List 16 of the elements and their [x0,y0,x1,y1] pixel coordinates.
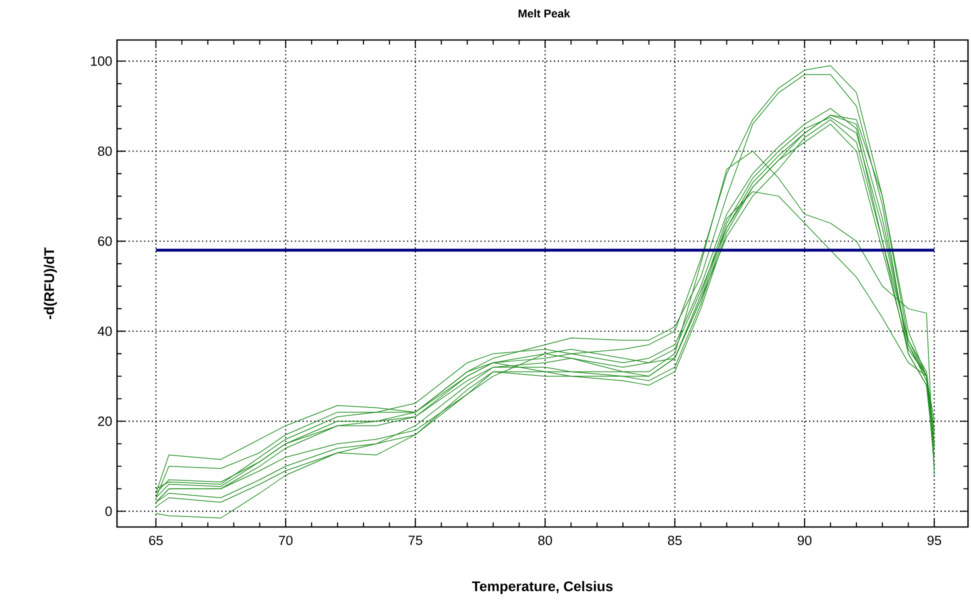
y-axis-title: -d(RFU)/dT [44,248,57,320]
y-tick-label: 40 [98,326,112,336]
x-tick-label: 65 [149,536,163,546]
y-tick-label: 80 [98,146,112,156]
y-tick-label: 60 [98,236,112,246]
x-tick-label: 90 [798,536,812,546]
y-tick-label: 100 [91,56,112,66]
x-tick-label: 70 [278,536,293,546]
y-tick-label: 0 [105,506,112,516]
x-tick-label: 75 [408,536,422,546]
x-tick-label: 80 [538,536,552,546]
x-tick-label: 95 [927,536,942,546]
chart-title: Melt Peak [518,9,570,18]
x-tick-label: 85 [668,536,682,546]
x-axis-title: Temperature, Celsius [472,580,613,594]
y-tick-label: 20 [98,416,112,426]
